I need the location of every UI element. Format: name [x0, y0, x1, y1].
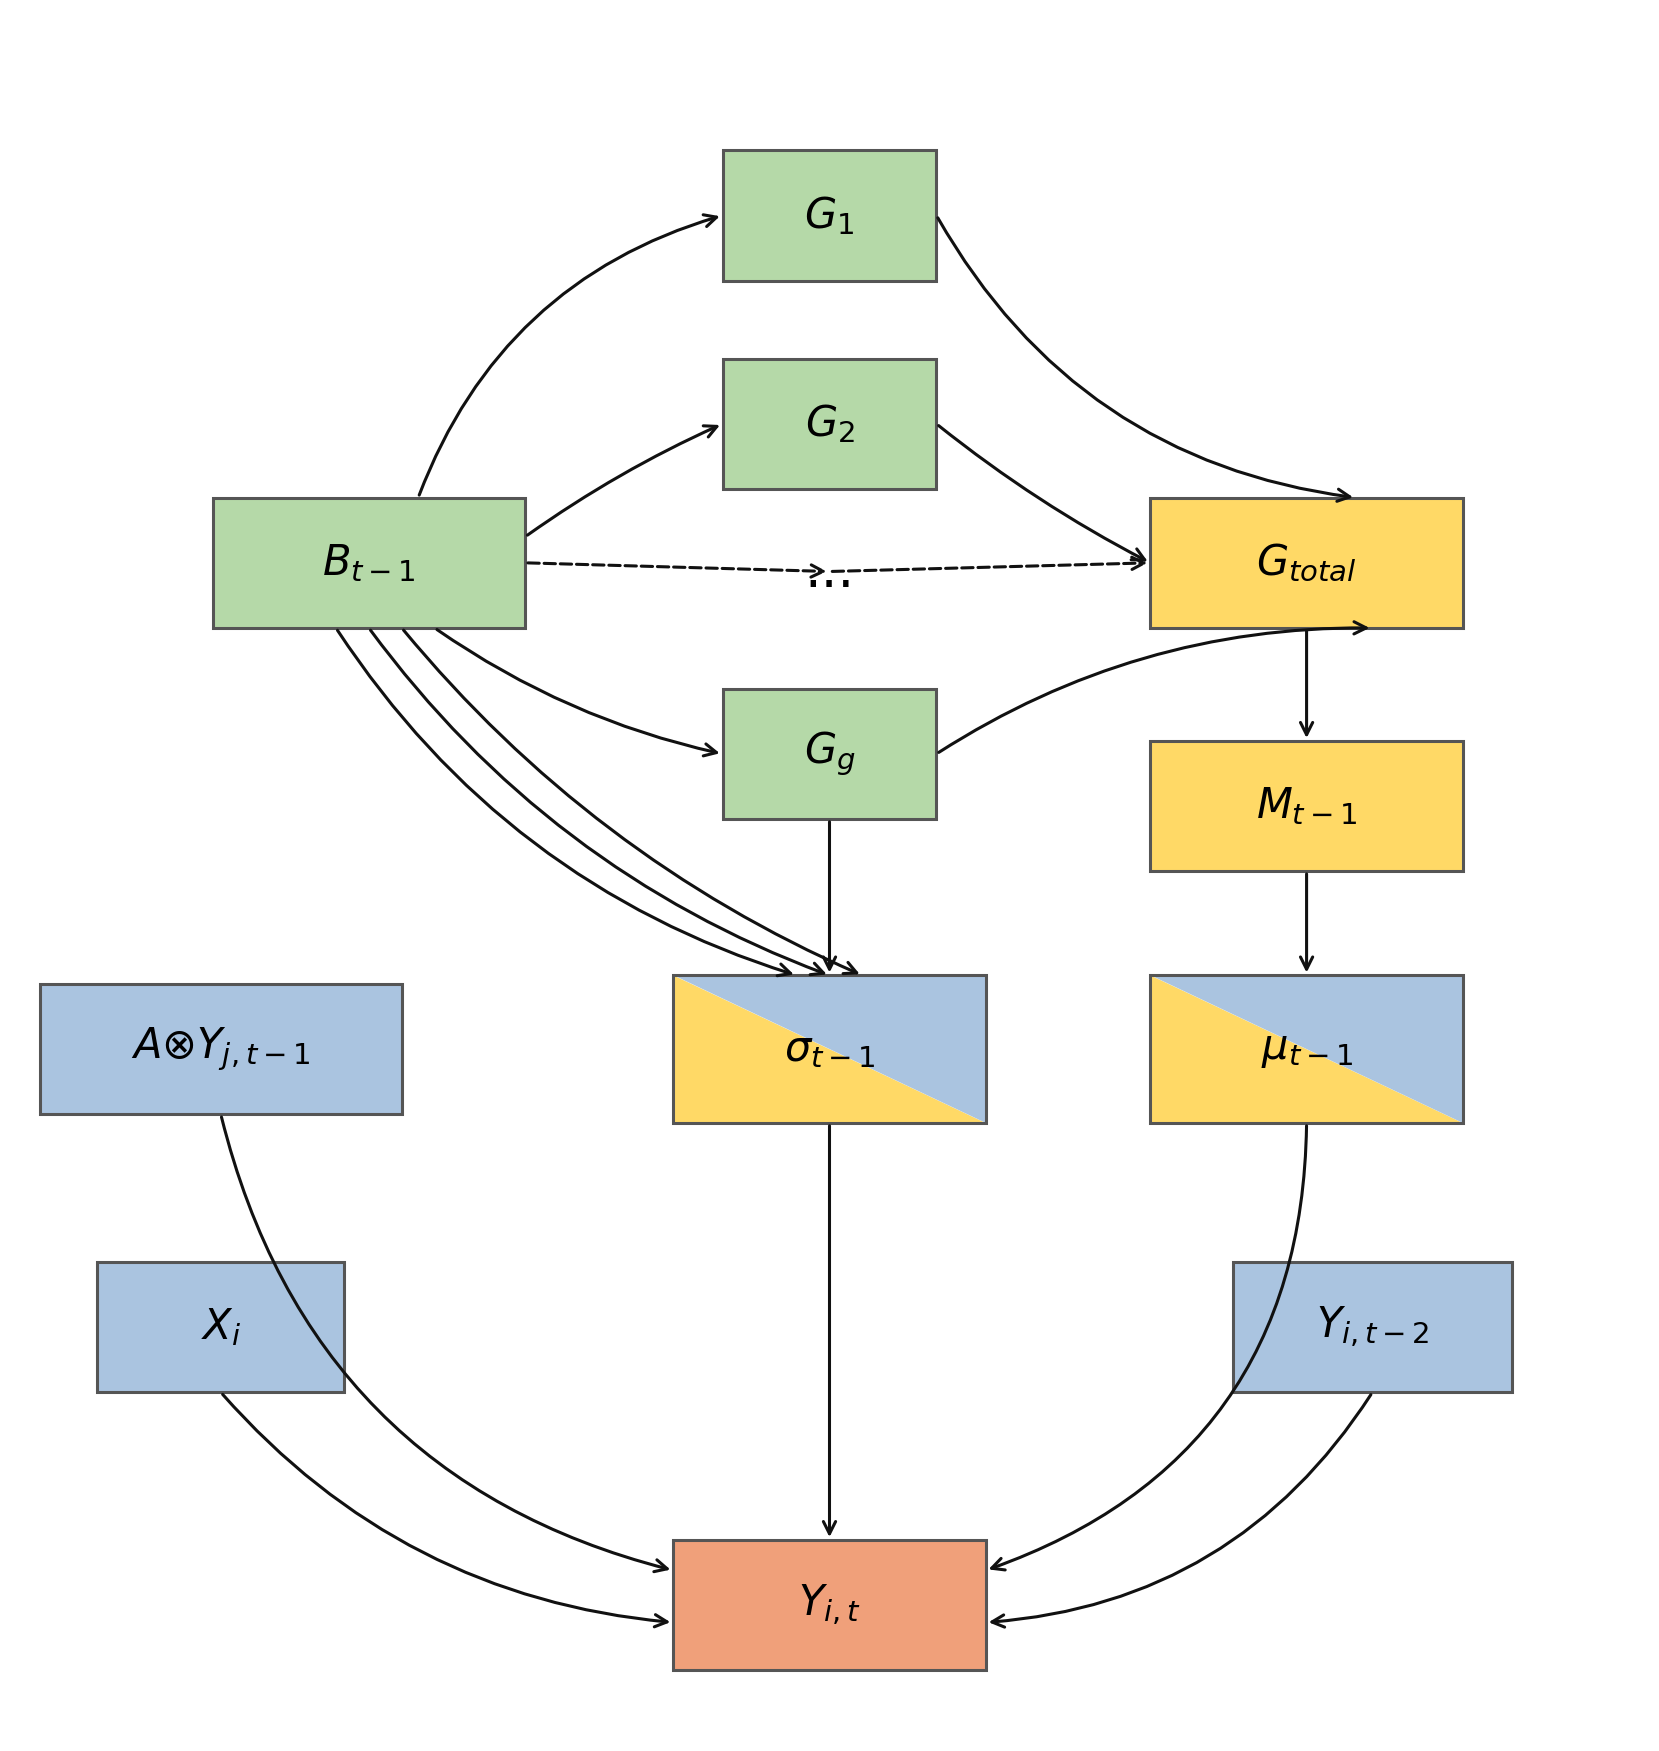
- Polygon shape: [674, 975, 985, 1122]
- Text: $G_{1}$: $G_{1}$: [805, 194, 854, 236]
- Text: $G_{2}$: $G_{2}$: [805, 403, 854, 445]
- Text: $A⊗Y_{j,t-1}$: $A⊗Y_{j,t-1}$: [131, 1026, 310, 1073]
- Bar: [1233, 1262, 1513, 1392]
- Text: $G_{g}$: $G_{g}$: [803, 730, 856, 777]
- Bar: [674, 975, 985, 1122]
- Text: $M_{t-1}$: $M_{t-1}$: [1256, 784, 1357, 826]
- Bar: [98, 1262, 343, 1392]
- Text: $Y_{i,t-2}$: $Y_{i,t-2}$: [1316, 1304, 1428, 1350]
- Text: $B_{t-1}$: $B_{t-1}$: [322, 541, 416, 583]
- Text: $X_{i}$: $X_{i}$: [201, 1306, 241, 1348]
- Text: $μ_{t-1}$: $μ_{t-1}$: [1261, 1028, 1352, 1070]
- Bar: [1150, 975, 1463, 1122]
- Bar: [723, 151, 936, 280]
- Polygon shape: [674, 975, 985, 1122]
- Bar: [674, 1539, 985, 1670]
- Bar: [40, 984, 401, 1114]
- Polygon shape: [1150, 975, 1463, 1122]
- Text: $Y_{i,t}$: $Y_{i,t}$: [798, 1583, 861, 1627]
- Bar: [1150, 741, 1463, 872]
- Bar: [723, 359, 936, 489]
- Text: $G_{total}$: $G_{total}$: [1256, 541, 1357, 583]
- Bar: [723, 688, 936, 819]
- Polygon shape: [1150, 975, 1463, 1122]
- Text: ...: ...: [805, 546, 854, 597]
- Bar: [1150, 497, 1463, 629]
- Bar: [212, 497, 526, 629]
- Text: $σ_{t-1}$: $σ_{t-1}$: [783, 1028, 876, 1070]
